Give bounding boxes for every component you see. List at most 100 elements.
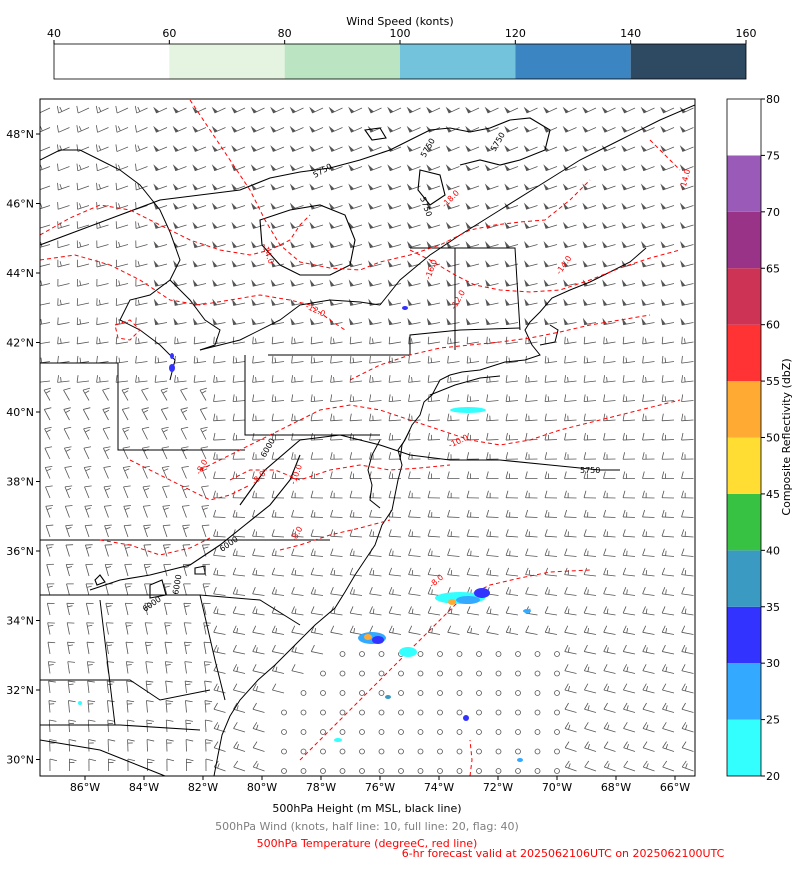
wind-barb <box>661 394 675 403</box>
wind-barb <box>204 719 213 733</box>
wind-barb <box>40 107 51 114</box>
wind-barb <box>291 529 304 538</box>
wind-barb <box>465 298 480 306</box>
wind-barb <box>330 567 343 577</box>
wind-barb <box>368 241 382 249</box>
wind-barb <box>582 221 597 229</box>
wind-barb <box>65 563 74 577</box>
wind-barb <box>291 548 304 557</box>
wind-barb <box>135 336 148 345</box>
latitude-label: 34°N <box>6 615 34 628</box>
wind-barb <box>349 529 363 538</box>
wind-barb <box>153 164 168 172</box>
wind-barb <box>515 651 521 657</box>
wind-barb <box>349 587 363 596</box>
wind-barb <box>164 622 172 635</box>
wind-barb <box>681 471 694 479</box>
wind-barb <box>661 355 675 364</box>
wind-barb <box>213 548 226 557</box>
wind-barb <box>202 602 211 616</box>
wind-barb <box>476 709 482 716</box>
wind-barb <box>486 625 499 635</box>
wind-barb <box>348 202 363 210</box>
wind-barb <box>603 490 616 499</box>
wind-barb <box>135 375 148 383</box>
wind-barb <box>603 702 616 713</box>
wind-barb <box>192 279 207 287</box>
wind-barb <box>49 758 58 772</box>
wind-barb <box>213 375 226 383</box>
temperature-caption: 500hPa Temperature (degreeC, red line) <box>256 837 478 850</box>
wind-barb <box>252 587 265 596</box>
wind-barb <box>232 452 246 460</box>
wind-barb <box>485 241 499 249</box>
wind-barb <box>270 125 285 133</box>
wind-barb <box>125 641 134 655</box>
wind-barb <box>115 240 129 249</box>
wind-barb <box>192 106 207 114</box>
wind-barb <box>135 298 148 306</box>
wind-barb <box>291 413 304 422</box>
wind-barb <box>309 145 324 152</box>
wind-barb <box>211 202 226 210</box>
wind-barb <box>40 126 51 133</box>
wind-barb <box>309 279 324 287</box>
wind-barb <box>270 279 285 287</box>
wind-barb <box>48 700 57 713</box>
wind-barb <box>252 625 265 635</box>
wind-barb <box>153 241 168 249</box>
wind-barb <box>309 183 324 191</box>
wind-barb <box>583 548 597 557</box>
wind-barb <box>445 202 460 210</box>
wind-barb <box>681 664 694 674</box>
wind-barb <box>64 505 73 518</box>
wind-barb <box>387 106 402 114</box>
wind-barb <box>486 509 499 518</box>
wind-barb <box>203 661 212 674</box>
wind-barb <box>543 183 558 191</box>
wind-barb <box>329 279 343 287</box>
wind-barb <box>252 490 265 499</box>
wind-barb <box>484 221 499 229</box>
wind-barb <box>447 490 460 499</box>
wind-barb <box>213 741 226 752</box>
wind-barb <box>309 317 324 326</box>
wind-barb <box>515 670 521 677</box>
wind-barb <box>388 432 402 441</box>
wind-barb <box>562 145 577 152</box>
state-border-9 <box>40 724 201 731</box>
state-border-3 <box>40 594 301 626</box>
wind-barb <box>378 651 385 657</box>
wind-barb <box>661 625 675 635</box>
wind-barb <box>369 529 382 538</box>
wind-barb <box>349 625 363 635</box>
wind-barb <box>388 548 402 557</box>
wind-barb <box>505 413 519 422</box>
wind-barb <box>640 164 655 172</box>
wind-barb <box>465 183 480 191</box>
wind-barb <box>427 355 441 364</box>
longitude-label: 76°W <box>365 781 395 794</box>
wind-barb <box>68 719 76 733</box>
wind-barb <box>165 719 174 733</box>
wind-barb <box>76 317 90 326</box>
wind-barb <box>233 741 246 752</box>
wind-barb <box>505 625 519 635</box>
wind-barb <box>153 317 168 326</box>
wind-barb <box>291 625 304 635</box>
wind-barb <box>44 446 53 460</box>
wind-barb <box>172 202 187 210</box>
wind-barb <box>642 548 655 557</box>
wind-barb <box>88 758 97 772</box>
wind-barb <box>103 446 111 460</box>
wind-barb <box>408 587 421 596</box>
wind-barb <box>231 106 246 114</box>
wind-barb <box>476 670 482 677</box>
wind-barb <box>583 413 597 422</box>
wind-barb <box>369 413 382 422</box>
wind-barb <box>564 452 577 460</box>
wind-barb <box>584 760 597 772</box>
wind-barb <box>115 105 129 114</box>
wind-barb <box>660 241 675 249</box>
wind-barb <box>466 548 480 557</box>
